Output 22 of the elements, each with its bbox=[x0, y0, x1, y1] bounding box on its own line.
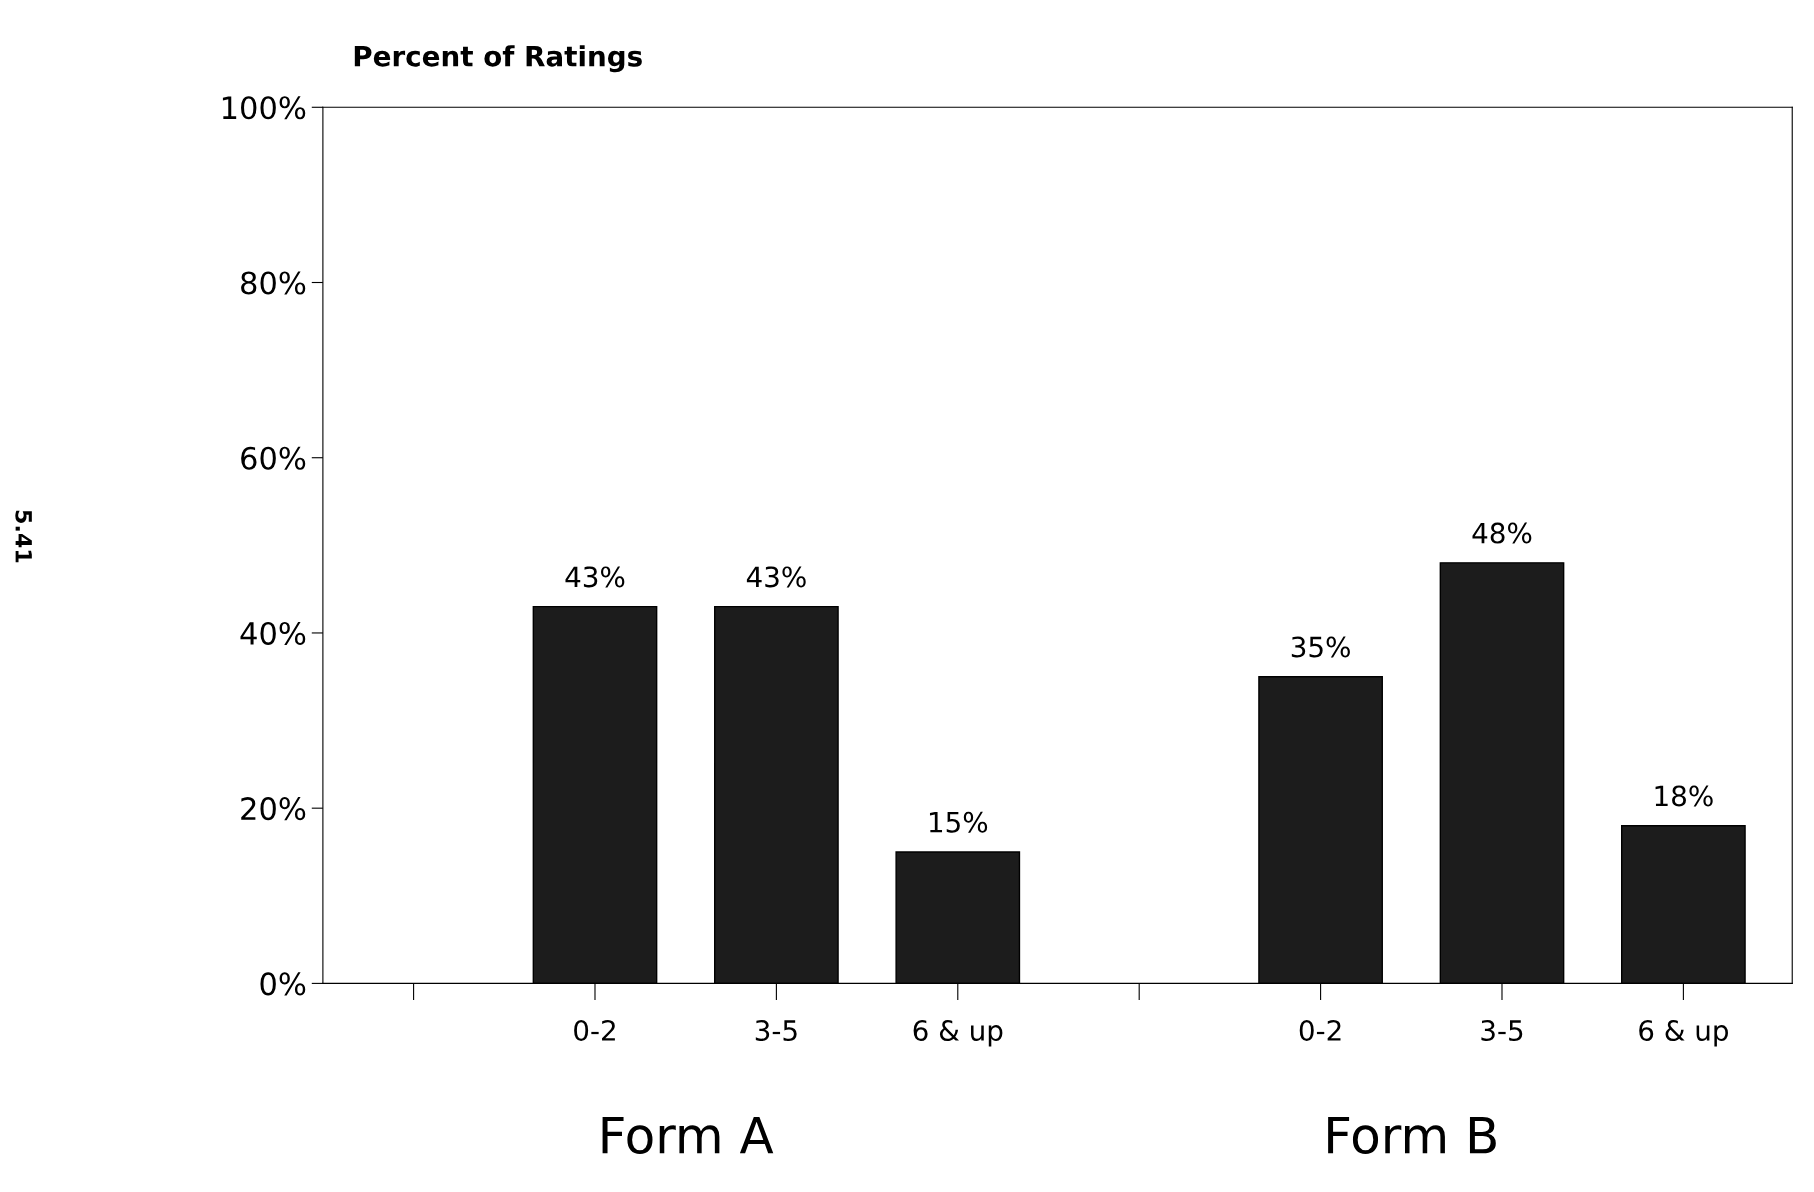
data-label: 15% bbox=[929, 811, 988, 833]
x-tick-label: 6 & up bbox=[913, 1020, 1003, 1047]
y-tick-label: 60% bbox=[241, 446, 306, 470]
chart-title: Percent of Ratings bbox=[354, 45, 642, 73]
x-tick-label: 0-2 bbox=[574, 1020, 615, 1042]
data-label: 35% bbox=[1291, 636, 1350, 658]
data-label: 48% bbox=[1472, 522, 1532, 544]
text: 5.41 bbox=[15, 510, 32, 563]
x-tick-label: 3-5 bbox=[1481, 1020, 1523, 1042]
y-tick-label: 20% bbox=[241, 797, 306, 821]
text: Form A bbox=[602, 1116, 774, 1155]
x-tick-label: 3-5 bbox=[755, 1020, 797, 1042]
data-label: 43% bbox=[565, 566, 625, 588]
x-tick-label: 0-2 bbox=[1299, 1020, 1341, 1042]
data-label: 43% bbox=[746, 566, 806, 588]
y-tick-label: 0% bbox=[260, 972, 306, 996]
text: Form B bbox=[1328, 1116, 1496, 1155]
data-label: 18% bbox=[1655, 785, 1713, 807]
y-tick-label: 100% bbox=[222, 96, 306, 120]
y-tick-label: 80% bbox=[241, 271, 306, 295]
y-tick-label: 40% bbox=[240, 621, 306, 645]
x-tick-label: 6 & up bbox=[1639, 1020, 1728, 1047]
